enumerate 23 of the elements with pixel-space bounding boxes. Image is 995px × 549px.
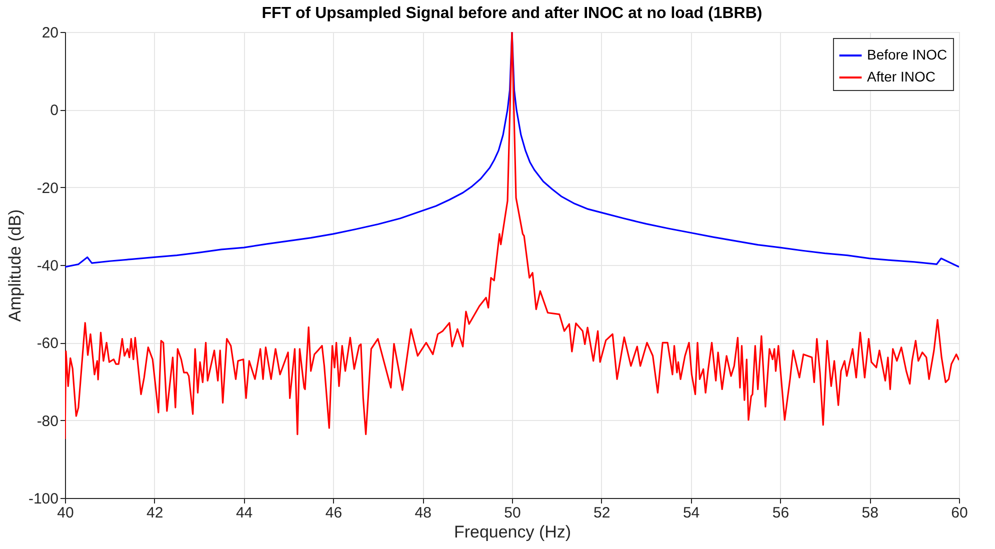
- x-tick-label: 40: [57, 504, 74, 522]
- x-axis-title: Frequency (Hz): [454, 522, 572, 542]
- x-tick-label: 50: [504, 504, 521, 522]
- x-tick-label: 58: [862, 504, 878, 522]
- y-tick-label: -80: [36, 412, 58, 430]
- y-axis-title: Amplitude (dB): [5, 209, 24, 322]
- y-tick-label: 0: [50, 102, 58, 120]
- y-tick-label: -20: [36, 180, 58, 197]
- x-tick-label: 56: [772, 504, 790, 522]
- y-tick-label: -60: [36, 335, 58, 352]
- legend-label: After INOC: [867, 68, 936, 84]
- x-tick-label: 48: [414, 504, 432, 522]
- chart-title: FFT of Upsampled Signal before and after INOC at no load (1BRB): [262, 5, 762, 22]
- y-tick-label: -40: [36, 258, 58, 274]
- x-tick-label: 42: [146, 504, 164, 522]
- y-tick-label: 20: [42, 24, 58, 42]
- x-tick-label: 60: [951, 504, 968, 522]
- x-tick-label: 44: [236, 504, 253, 522]
- x-tick-label: 54: [682, 504, 700, 522]
- legend-label: Before INOC: [867, 46, 948, 62]
- x-tick-label: 46: [325, 504, 342, 522]
- x-tick-label: 52: [594, 504, 610, 522]
- y-tick-label: -100: [28, 490, 58, 508]
